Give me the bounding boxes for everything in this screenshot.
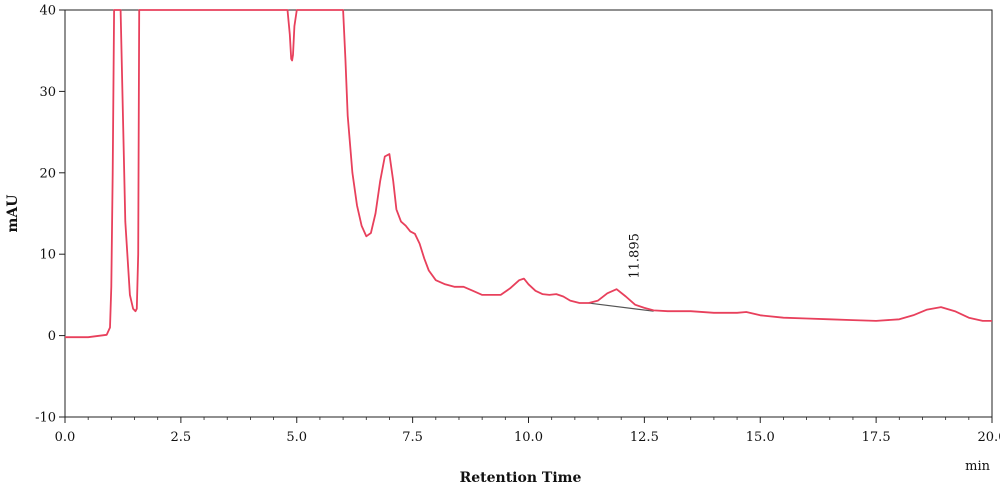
y-tick-label: 40: [39, 4, 56, 19]
x-tick-label: 15.0: [746, 430, 775, 445]
x-tick-label: 0.0: [55, 430, 76, 445]
x-tick-label: 20.0: [978, 430, 1000, 445]
y-axis-title: mAU: [5, 195, 21, 233]
chromatogram-trace: [65, 9, 992, 339]
x-axis-unit: min: [965, 459, 990, 474]
plot-frame-group: [64, 9, 993, 418]
y-tick-label: -10: [35, 411, 56, 426]
x-axis-ticks: 0.0 2.5 5.0 7.5 10.0 12.5 15.0 17.5 20.0: [55, 417, 1000, 445]
x-tick-label: 2.5: [171, 430, 192, 445]
y-tick-label: 10: [39, 248, 56, 263]
x-tick-label: 10.0: [514, 430, 543, 445]
x-tick-label: 12.5: [630, 430, 659, 445]
x-tick-label: 7.5: [402, 430, 423, 445]
peak-retention-label: 11.895: [627, 233, 642, 279]
y-tick-label: 20: [39, 166, 56, 181]
y-tick-label: 30: [39, 85, 56, 100]
y-tick-label: 0: [48, 329, 56, 344]
x-tick-label: 5.0: [286, 430, 307, 445]
y-axis-ticks: -10 0 10 20 30 40: [35, 4, 65, 426]
plot-frame: [64, 9, 993, 418]
x-tick-label: 17.5: [862, 430, 891, 445]
x-axis-title: Retention Time: [460, 470, 582, 486]
integration-baseline: [588, 302, 654, 312]
